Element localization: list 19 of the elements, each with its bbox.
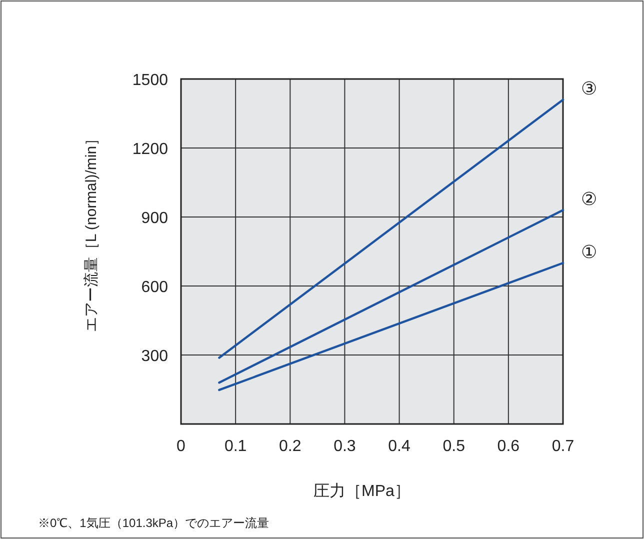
- y-tick-label: 600: [141, 279, 168, 296]
- series-label: ③: [581, 78, 597, 99]
- series-label: ①: [581, 242, 597, 262]
- y-tick-label: 300: [141, 348, 168, 365]
- x-tick-label: 0: [176, 438, 186, 455]
- x-tick-label: 0.4: [388, 438, 411, 455]
- x-axis-title: 圧力［MPa］: [314, 482, 410, 500]
- y-tick-label: 1500: [132, 72, 168, 89]
- x-tick-label: 0.5: [442, 438, 466, 455]
- x-tick-label: 0.6: [497, 438, 520, 455]
- x-tick-label: 0.1: [224, 438, 247, 455]
- y-tick-label: 900: [141, 210, 168, 227]
- series-label: ②: [581, 189, 597, 210]
- x-tick-label: 0.3: [334, 438, 356, 455]
- y-axis-title: エアー流量［L (normal)/min］: [83, 130, 100, 332]
- x-tick-label: 0.7: [552, 438, 574, 455]
- text: ※0℃、1気圧（101.3kPa）でのエアー流量: [38, 516, 270, 530]
- y-tick-label: 1200: [132, 141, 168, 158]
- x-tick-label: 0.2: [279, 438, 302, 455]
